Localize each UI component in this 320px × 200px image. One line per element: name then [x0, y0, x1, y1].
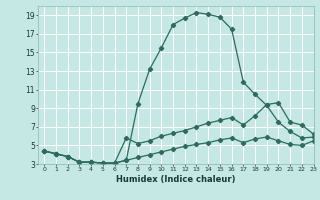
X-axis label: Humidex (Indice chaleur): Humidex (Indice chaleur): [116, 175, 236, 184]
